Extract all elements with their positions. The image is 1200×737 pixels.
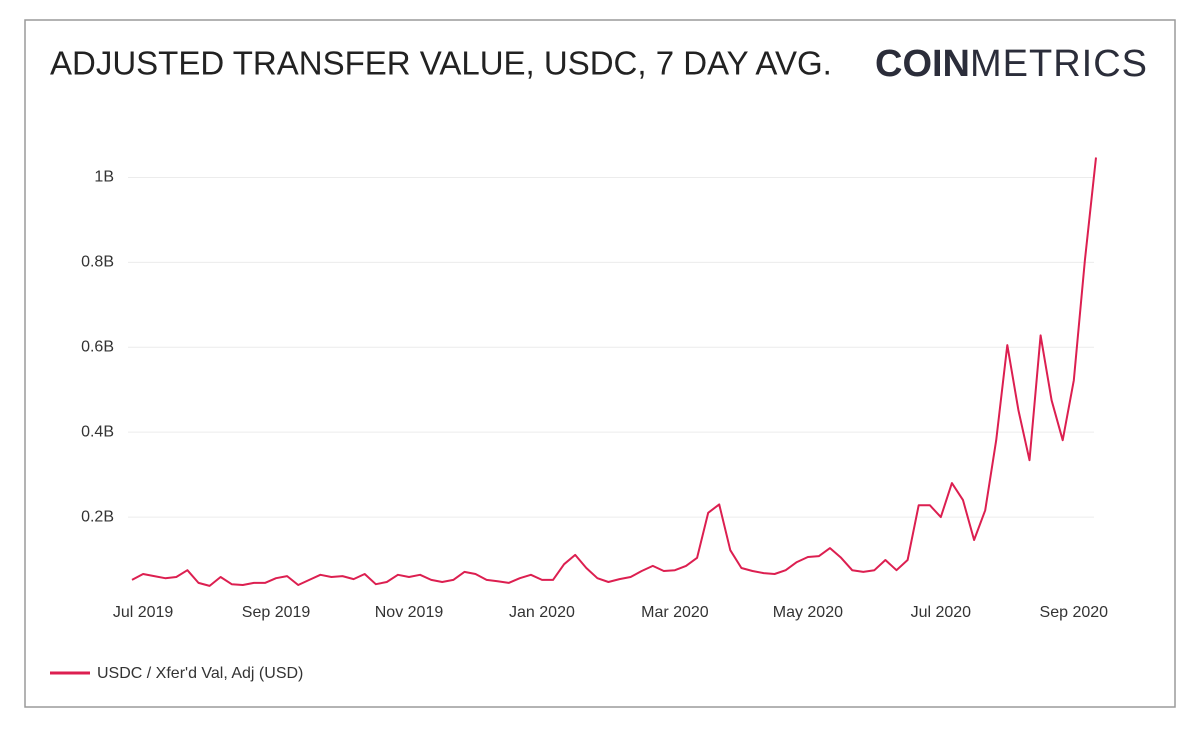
y-tick-label: 0.6B [81, 338, 114, 355]
x-tick-label: Sep 2019 [242, 604, 311, 621]
legend-label: USDC / Xfer'd Val, Adj (USD) [97, 665, 303, 682]
x-tick-label: Nov 2019 [375, 604, 444, 621]
plot-area: 0.2B 0.4B 0.6B 0.8B 1B Jul 2019 Sep 2019 Nov 20… [50, 157, 1109, 682]
logo: COINMETRICS [875, 43, 1148, 85]
x-tick-label: Sep 2020 [1040, 604, 1109, 621]
data-line [131, 157, 1097, 587]
y-tick-label: 0.2B [81, 508, 114, 525]
x-tick-label: Jul 2020 [911, 604, 972, 621]
frame [24, 19, 1176, 708]
y-tick-label: 0.4B [81, 423, 114, 440]
x-tick-label: Mar 2020 [641, 604, 709, 621]
logo-bold: COIN [875, 43, 970, 85]
x-tick-label: Jan 2020 [509, 604, 575, 621]
x-tick-label: May 2020 [773, 604, 843, 621]
y-tick-label: 0.8B [81, 254, 114, 271]
x-tick-label: Jul 2019 [113, 604, 174, 621]
chart-title: ADJUSTED TRANSFER VALUE, USDC, 7 DAY AVG… [50, 45, 832, 82]
logo-light: METRICS [970, 43, 1148, 85]
y-tick-label: 1B [94, 169, 114, 186]
